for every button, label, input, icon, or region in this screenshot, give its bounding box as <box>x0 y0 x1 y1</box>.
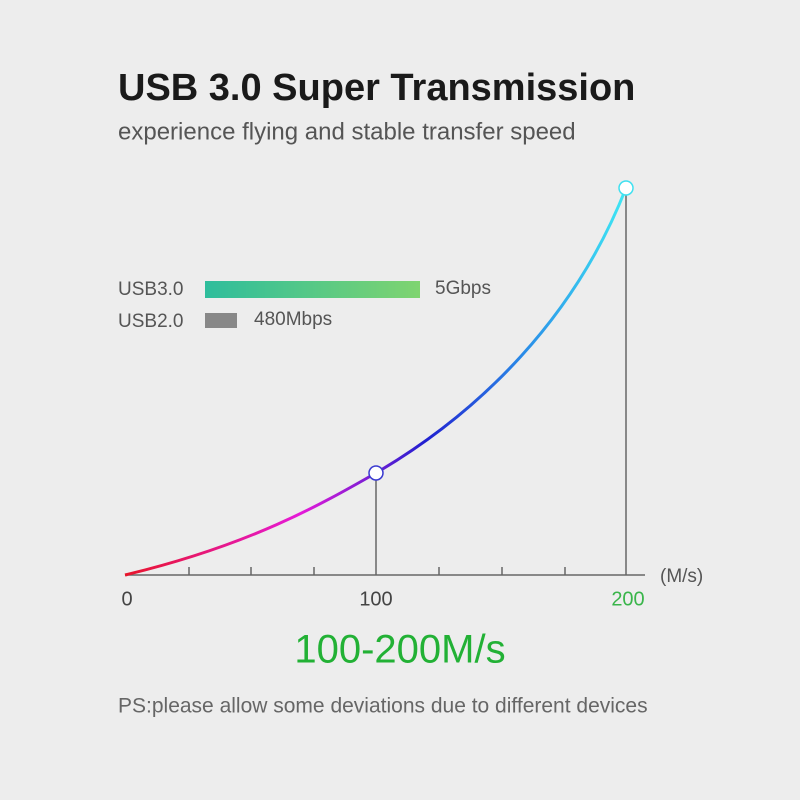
point <box>368 465 384 481</box>
point <box>618 180 634 196</box>
tick-label: 200 <box>611 588 644 610</box>
legend-label: 5Gbps <box>435 278 491 299</box>
speed-range: 100-200M/s <box>294 628 505 672</box>
subtitle: experience flying and stable transfer sp… <box>118 118 576 145</box>
title: USB 3.0 Super Transmission <box>118 67 635 109</box>
speed-curve <box>124 187 628 577</box>
legend-name: USB2.0 <box>118 311 183 332</box>
legend-bar <box>205 281 420 298</box>
tick-label: 100 <box>359 588 392 610</box>
axis <box>125 188 645 576</box>
legend-name: USB3.0 <box>118 279 183 300</box>
legend-label: 480Mbps <box>254 309 332 330</box>
axis-unit: (M/s) <box>660 566 703 587</box>
legend-bar <box>205 313 237 328</box>
tick-label: 0 <box>121 588 132 610</box>
note: PS:please allow some deviations due to d… <box>118 695 648 718</box>
